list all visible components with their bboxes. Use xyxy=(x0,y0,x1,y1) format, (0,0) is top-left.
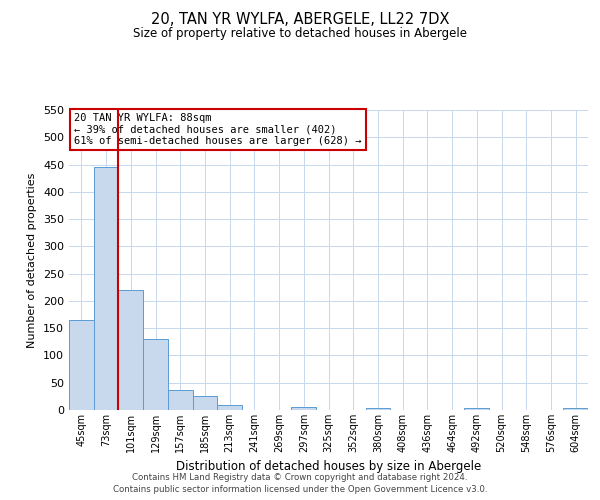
Bar xyxy=(292,408,316,410)
Bar xyxy=(365,408,390,410)
Bar xyxy=(69,320,94,410)
Bar xyxy=(168,390,193,410)
Bar xyxy=(563,408,588,410)
Bar xyxy=(464,408,489,410)
Bar xyxy=(118,290,143,410)
Bar xyxy=(193,396,217,410)
Bar xyxy=(94,168,118,410)
Bar xyxy=(143,339,168,410)
Y-axis label: Number of detached properties: Number of detached properties xyxy=(28,172,37,348)
Text: 20 TAN YR WYLFA: 88sqm
← 39% of detached houses are smaller (402)
61% of semi-de: 20 TAN YR WYLFA: 88sqm ← 39% of detached… xyxy=(74,113,362,146)
Bar xyxy=(217,404,242,410)
Text: Contains HM Land Registry data © Crown copyright and database right 2024.: Contains HM Land Registry data © Crown c… xyxy=(132,472,468,482)
Text: Contains public sector information licensed under the Open Government Licence v3: Contains public sector information licen… xyxy=(113,485,487,494)
Text: 20, TAN YR WYLFA, ABERGELE, LL22 7DX: 20, TAN YR WYLFA, ABERGELE, LL22 7DX xyxy=(151,12,449,28)
Text: Size of property relative to detached houses in Abergele: Size of property relative to detached ho… xyxy=(133,28,467,40)
X-axis label: Distribution of detached houses by size in Abergele: Distribution of detached houses by size … xyxy=(176,460,481,473)
